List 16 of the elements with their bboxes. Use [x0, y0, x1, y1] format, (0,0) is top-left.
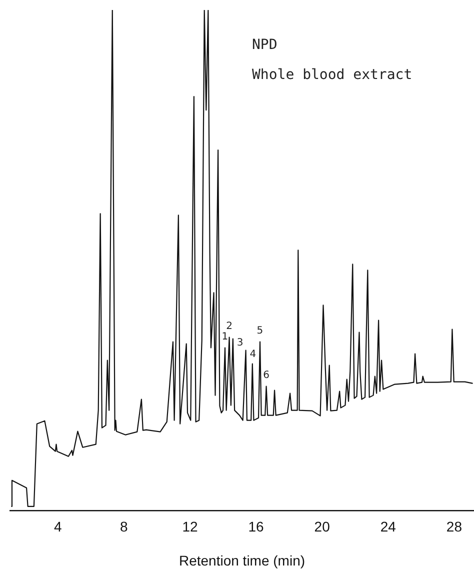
annotation: 4 — [250, 348, 256, 360]
annotation: 5 — [256, 325, 264, 336]
annotation: 1 — [222, 331, 228, 342]
x-tick-label: 4 — [54, 518, 62, 535]
annotation: 3 — [236, 337, 244, 348]
x-tick-label: 16 — [248, 518, 264, 535]
x-tick-label: 8 — [120, 518, 128, 535]
x-tick-label: 24 — [380, 518, 396, 535]
x-tick-label: 20 — [314, 518, 330, 535]
x-axis-title: Retention time (min) — [178, 552, 306, 568]
annotation: 6 — [263, 370, 270, 381]
x-tick-label: 12 — [182, 518, 198, 535]
x-tick-label: 28 — [446, 518, 462, 535]
annotation: NPD — [252, 36, 278, 55]
annotation: Whole blood extract — [252, 66, 412, 85]
annotation: 2 — [226, 320, 232, 332]
